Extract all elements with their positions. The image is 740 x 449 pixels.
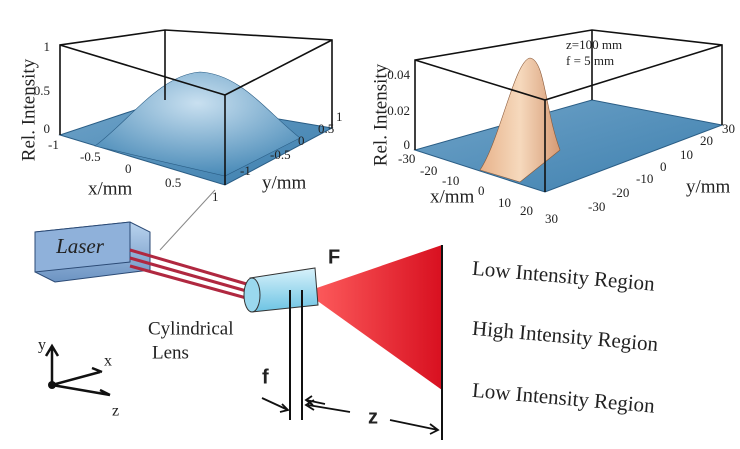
figure: Rel. Intensity 1 0.5 0 -1 -0.5 0 0.5 1 x… <box>0 0 740 449</box>
x-tick: 10 <box>498 195 511 210</box>
leader <box>160 190 215 250</box>
lens-label: Cylindrical <box>148 318 233 339</box>
y-tick: -20 <box>612 185 629 200</box>
z-tick: 1 <box>44 39 51 54</box>
y-tick: 1 <box>336 109 343 124</box>
y-tick: -0.5 <box>270 147 291 162</box>
y-label: y/mm <box>686 176 731 197</box>
z-label: Rel. Intensity <box>18 58 39 161</box>
y-tick: 0 <box>660 159 667 174</box>
y-label: y/mm <box>262 172 307 193</box>
f-arrows <box>262 396 325 412</box>
z-tick: 0.04 <box>387 67 410 82</box>
plot-right: Rel. Intensity z=100 mm f = 5 mm 0.04 0.… <box>370 30 735 226</box>
y-tick: 0.5 <box>318 121 334 136</box>
y-tick: -30 <box>588 199 605 214</box>
y-tick: -1 <box>240 163 251 178</box>
x-tick: -0.5 <box>80 149 101 164</box>
region-label: Low Intensity Region <box>471 256 656 296</box>
plot-left: Rel. Intensity 1 0.5 0 -1 -0.5 0 0.5 1 x… <box>18 30 342 204</box>
x-tick: 20 <box>520 203 533 218</box>
lens-label: Lens <box>152 342 189 363</box>
floor <box>415 100 722 192</box>
z-label: z <box>368 406 378 428</box>
y-tick: 20 <box>700 133 713 148</box>
light-sheet <box>305 245 442 390</box>
x-label: x/mm <box>88 178 133 199</box>
y-tick: 30 <box>722 121 735 136</box>
focus-label: F <box>328 246 340 268</box>
origin <box>48 381 56 389</box>
axes-triad <box>46 346 110 395</box>
x-tick: -30 <box>398 151 415 166</box>
x-tick: -20 <box>420 163 437 178</box>
axis-label: z <box>112 403 119 420</box>
x-tick: 0 <box>125 161 132 176</box>
y-tick: 10 <box>680 147 693 162</box>
z-tick: 0 <box>44 121 51 136</box>
annotation: z=100 mm <box>566 37 622 52</box>
x-tick: 1 <box>212 189 219 204</box>
z-tick: 0 <box>404 137 411 152</box>
lens-end <box>244 278 260 312</box>
x-tick: 0 <box>478 183 485 198</box>
region-label: Low Intensity Region <box>471 378 656 418</box>
x-tick: -1 <box>48 137 59 152</box>
setup: Laser F Cylindrical Lens f z Low Intensi… <box>35 190 660 440</box>
z-tick: 0.02 <box>387 103 410 118</box>
axis-label: x <box>104 353 112 370</box>
axis-label: y <box>38 337 46 354</box>
y-tick: 0 <box>298 133 305 148</box>
annotation: f = 5 mm <box>566 53 614 68</box>
y-tick: -10 <box>636 171 653 186</box>
x-tick: 30 <box>545 211 558 226</box>
x-label: x/mm <box>430 186 475 207</box>
region-label: High Intensity Region <box>471 316 660 356</box>
lens <box>250 268 318 312</box>
f-label: f <box>262 366 269 388</box>
laser-label: Laser <box>55 234 105 258</box>
x-tick: 0.5 <box>165 175 181 190</box>
z-tick: 0.5 <box>34 83 50 98</box>
